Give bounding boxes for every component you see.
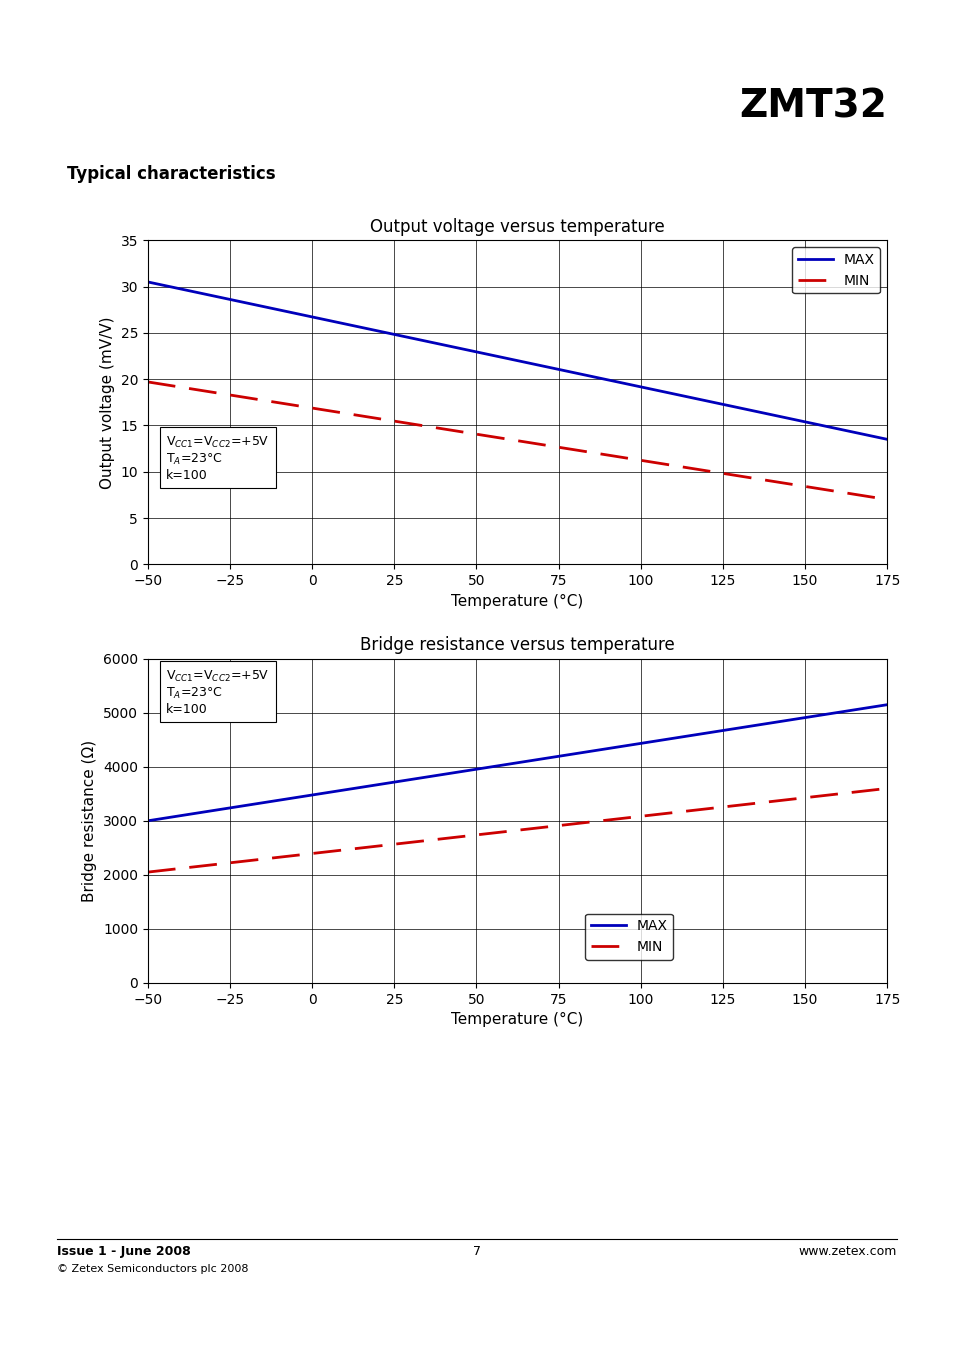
Text: ZMT32: ZMT32 <box>739 88 886 126</box>
Text: 7: 7 <box>473 1245 480 1258</box>
Text: V$_{CC1}$=V$_{CC2}$=+5V
T$_{A}$=23°C
k=100: V$_{CC1}$=V$_{CC2}$=+5V T$_{A}$=23°C k=1… <box>166 668 270 716</box>
Y-axis label: Bridge resistance (Ω): Bridge resistance (Ω) <box>82 740 97 902</box>
Text: Typical characteristics: Typical characteristics <box>67 165 275 182</box>
Text: www.zetex.com: www.zetex.com <box>798 1245 896 1258</box>
Y-axis label: Output voltage (mV/V): Output voltage (mV/V) <box>100 316 115 489</box>
Text: Issue 1 - June 2008: Issue 1 - June 2008 <box>57 1245 191 1258</box>
X-axis label: Temperature (°C): Temperature (°C) <box>451 594 583 609</box>
Legend: MAX, MIN: MAX, MIN <box>792 247 880 293</box>
Text: © Zetex Semiconductors plc 2008: © Zetex Semiconductors plc 2008 <box>57 1264 249 1273</box>
Legend: MAX, MIN: MAX, MIN <box>585 914 673 960</box>
Title: Bridge resistance versus temperature: Bridge resistance versus temperature <box>360 636 674 655</box>
Title: Output voltage versus temperature: Output voltage versus temperature <box>370 217 664 236</box>
X-axis label: Temperature (°C): Temperature (°C) <box>451 1012 583 1027</box>
Text: V$_{CC1}$=V$_{CC2}$=+5V
T$_{A}$=23°C
k=100: V$_{CC1}$=V$_{CC2}$=+5V T$_{A}$=23°C k=1… <box>166 435 270 482</box>
